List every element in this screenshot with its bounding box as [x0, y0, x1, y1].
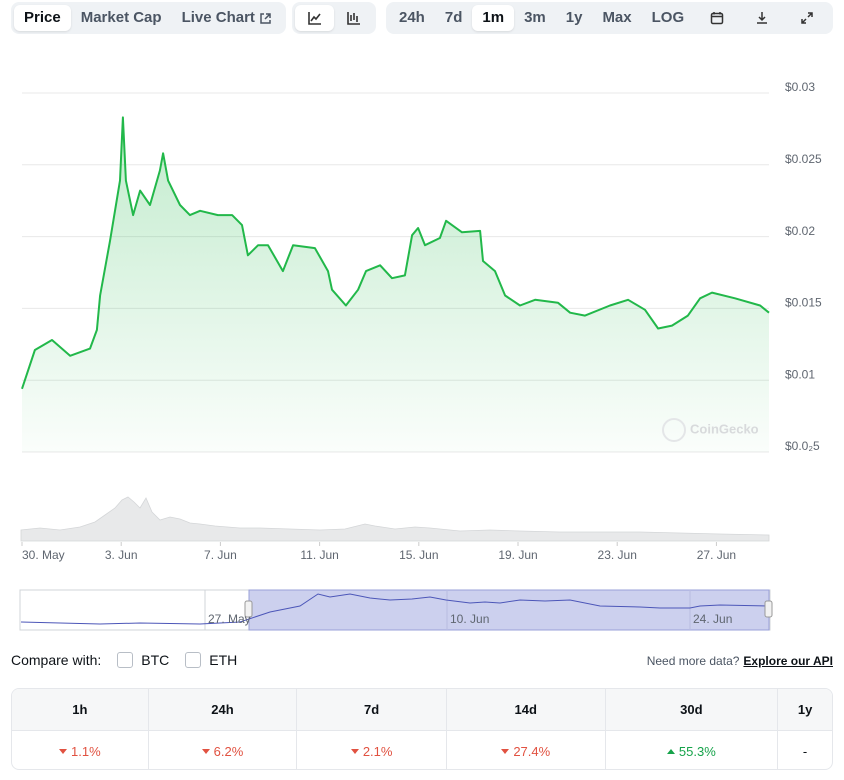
navigator-line	[20, 593, 770, 625]
change-value: 27.4%	[513, 744, 551, 759]
column-header: 1h	[12, 689, 149, 730]
api-link[interactable]: Explore our API	[743, 654, 833, 668]
column-header: 1y	[797, 702, 813, 717]
change-value: 1.1%	[71, 744, 101, 759]
line-chart-button[interactable]	[295, 5, 334, 31]
range-button[interactable]: LOG	[651, 9, 685, 26]
change-cell: 1.1%	[12, 731, 149, 769]
range-button[interactable]: 7d	[444, 9, 463, 26]
navigator-handle[interactable]	[244, 600, 253, 618]
column-header: 30d	[606, 689, 779, 730]
change-cell: 27.4%	[447, 731, 606, 769]
y-tick-label: $0.02	[785, 224, 815, 238]
watermark-logo	[662, 418, 686, 442]
navigator-label: 24. Jun	[693, 612, 732, 626]
change-arrow	[350, 749, 359, 754]
x-tick-label: 30. May	[22, 548, 65, 562]
compare-option[interactable]: BTC	[141, 652, 170, 668]
tab-group: Price Market Cap Live Chart	[11, 2, 286, 34]
x-tick-label: 19. Jun	[498, 548, 537, 562]
change-value: 2.1%	[362, 744, 393, 759]
x-tick-label: 11. Jun	[300, 548, 338, 562]
more-data: Need more data? Explore our API	[647, 654, 833, 668]
volume	[20, 496, 770, 542]
navigator-label: 27. May	[208, 612, 251, 626]
range-button[interactable]: 24h	[399, 9, 425, 26]
change-value: 55.3%	[678, 744, 716, 759]
change-value: 6.2%	[213, 744, 244, 759]
x-tick-label: 3. Jun	[105, 548, 138, 562]
y-tick-label: $0.025	[785, 152, 822, 166]
change-cell: 2.1%	[297, 731, 447, 769]
icon	[346, 12, 360, 25]
tab[interactable]: Market Cap	[71, 5, 172, 31]
change-value: -	[802, 744, 808, 759]
tab-label: Market Cap	[80, 9, 162, 26]
candle-chart-button[interactable]	[334, 5, 373, 31]
range-button[interactable]: 1m	[472, 5, 515, 31]
icon	[307, 12, 321, 25]
icon-button[interactable]	[739, 5, 784, 31]
icon	[801, 12, 814, 24]
change-arrow	[666, 749, 675, 754]
navigator-handle[interactable]	[764, 600, 773, 618]
change-table: 1h 24h 7d 14d 30d 1y 1.1% 6.2% 2.1% 27.4% 55.3% -	[11, 688, 833, 770]
icon	[757, 12, 768, 24]
change-cell: 6.2%	[149, 731, 298, 769]
x-tick-label: 7. Jun	[204, 548, 237, 562]
navigator-label: 10. Jun	[450, 612, 489, 626]
icon-button[interactable]	[785, 5, 830, 31]
change-cell: -	[778, 731, 832, 769]
chart-type-group	[292, 2, 376, 34]
compare-label: Compare with:	[11, 652, 102, 668]
navigator-selection[interactable]	[248, 589, 770, 631]
range-button[interactable]: 1y	[565, 9, 583, 26]
more-text: Need more data?	[646, 654, 740, 668]
range-button[interactable]: 3m	[524, 9, 546, 26]
y-tick-label: $0.03	[785, 80, 815, 94]
price-area	[22, 117, 769, 453]
compare-option[interactable]: ETH	[209, 652, 238, 668]
column-header: 14d	[447, 689, 606, 730]
range-button[interactable]: Max	[602, 9, 632, 26]
table-row: 1.1% 6.2% 2.1% 27.4% 55.3% -	[12, 731, 832, 769]
change-arrow	[59, 749, 68, 754]
tab[interactable]: Live Chart	[172, 5, 282, 31]
tab-label: Price	[24, 9, 61, 26]
compare: Compare with: BTC ETH	[11, 652, 237, 668]
checkbox[interactable]	[185, 652, 202, 668]
checkbox[interactable]	[117, 652, 134, 668]
table-header: 1h 24h 7d 14d 30d 1y	[12, 689, 832, 731]
range-group: 24h 7d 1m 3m 1y Max LOG	[386, 2, 833, 34]
external-icon	[260, 12, 271, 24]
y-tick-label: $0.01	[785, 367, 815, 381]
tab[interactable]: Price	[14, 5, 71, 31]
column-header: 24h	[149, 689, 298, 730]
price-line	[21, 116, 770, 390]
y-tick-label: $0.0₂5	[785, 439, 820, 453]
x-tick-label: 15. Jun	[399, 548, 438, 562]
x-tick-label: 23. Jun	[598, 548, 637, 562]
chart: CoinGecko $0.03 $0.025 $0.02 $0.015 $0.01 $0.…	[19, 80, 822, 631]
watermark: CoinGecko	[690, 421, 759, 436]
icon-button[interactable]	[694, 5, 739, 31]
column-header: 7d	[297, 689, 447, 730]
tab-label: Live Chart	[181, 9, 255, 26]
icon	[710, 12, 724, 25]
change-cell: 55.3%	[606, 731, 779, 769]
x-tick-label: 27. Jun	[697, 548, 736, 562]
y-tick-label: $0.015	[785, 296, 822, 310]
change-arrow	[501, 749, 510, 754]
change-arrow	[201, 749, 210, 754]
